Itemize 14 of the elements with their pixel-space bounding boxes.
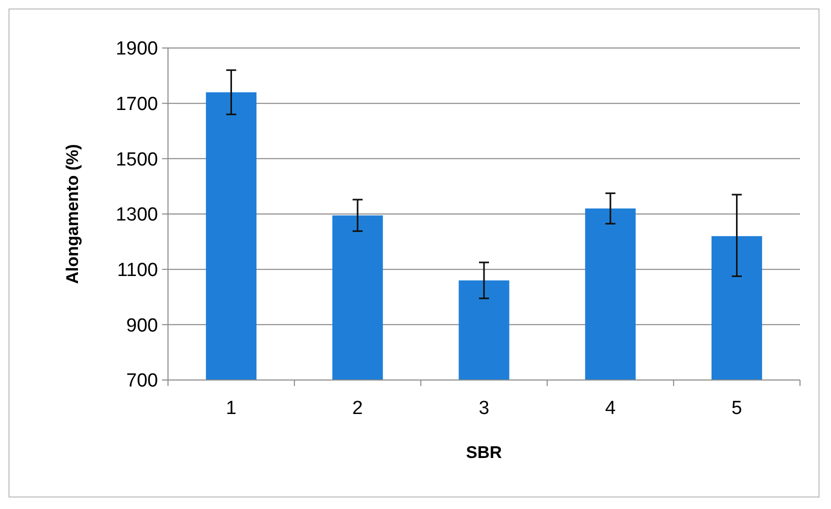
- y-tick-label: 1500: [116, 149, 158, 170]
- x-tick-label: 1: [226, 398, 236, 419]
- y-tick-label: 700: [126, 370, 158, 392]
- x-axis-title: SBR: [466, 443, 502, 462]
- y-tick-label: 1900: [116, 38, 158, 60]
- y-tick-label: 900: [126, 315, 158, 336]
- y-tick-label: 1100: [117, 260, 158, 281]
- x-tick-label: 2: [352, 398, 363, 419]
- x-tick-label: 5: [732, 398, 742, 419]
- y-axis-title: Alongamento (%): [63, 144, 82, 284]
- x-tick-label: 4: [605, 398, 616, 419]
- x-tick-label: 3: [478, 398, 490, 419]
- y-tick-label: 1300: [116, 204, 158, 226]
- y-tick-label: 1700: [116, 94, 158, 115]
